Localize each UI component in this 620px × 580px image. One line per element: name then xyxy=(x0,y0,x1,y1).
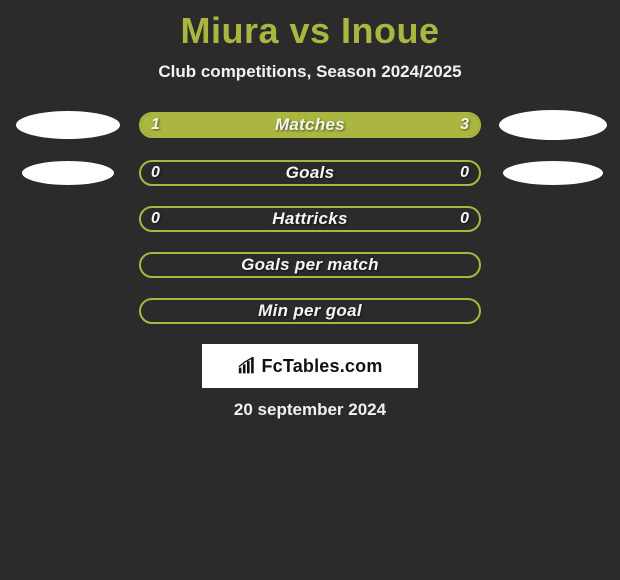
stat-label: Goals xyxy=(141,162,479,184)
player-avatar-placeholder xyxy=(16,111,120,139)
attribution-box[interactable]: FcTables.com xyxy=(202,344,418,388)
stat-row: 00Hattricks xyxy=(0,206,620,232)
stat-bar: 00Hattricks xyxy=(139,206,481,232)
player-left-avatar-slot xyxy=(10,111,125,139)
page-subtitle: Club competitions, Season 2024/2025 xyxy=(0,62,620,82)
stat-bar: Min per goal xyxy=(139,298,481,324)
stat-bar-wrap: Goals per match xyxy=(125,252,495,278)
stat-bar-wrap: 00Hattricks xyxy=(125,206,495,232)
attribution-text: FcTables.com xyxy=(261,356,382,377)
stat-bar-wrap: 00Goals xyxy=(125,160,495,186)
stat-bar: Goals per match xyxy=(139,252,481,278)
stat-row: 13Matches xyxy=(0,110,620,140)
page-title: Miura vs Inoue xyxy=(0,10,620,52)
stat-bar-wrap: 13Matches xyxy=(125,112,495,138)
stat-row: Goals per match xyxy=(0,252,620,278)
comparison-card: Miura vs Inoue Club competitions, Season… xyxy=(0,0,620,420)
stat-label: Goals per match xyxy=(141,254,479,276)
stat-bar: 13Matches xyxy=(139,112,481,138)
player-left-avatar-slot xyxy=(10,161,125,185)
attribution[interactable]: FcTables.com xyxy=(0,344,620,388)
stat-label: Min per goal xyxy=(141,300,479,322)
stat-label: Hattricks xyxy=(141,208,479,230)
stat-bar: 00Goals xyxy=(139,160,481,186)
stat-label: Matches xyxy=(141,114,479,136)
stats-list: 13Matches 00Goals 00Hattricks Goals per mat… xyxy=(0,110,620,324)
date-text: 20 september 2024 xyxy=(0,400,620,420)
chart-icon xyxy=(237,357,257,375)
player-avatar-placeholder xyxy=(22,161,114,185)
player-right-avatar-slot xyxy=(495,110,610,140)
stat-bar-wrap: Min per goal xyxy=(125,298,495,324)
stat-row: 00Goals xyxy=(0,160,620,186)
player-avatar-placeholder xyxy=(499,110,607,140)
player-avatar-placeholder xyxy=(503,161,603,185)
player-right-avatar-slot xyxy=(495,161,610,185)
stat-row: Min per goal xyxy=(0,298,620,324)
